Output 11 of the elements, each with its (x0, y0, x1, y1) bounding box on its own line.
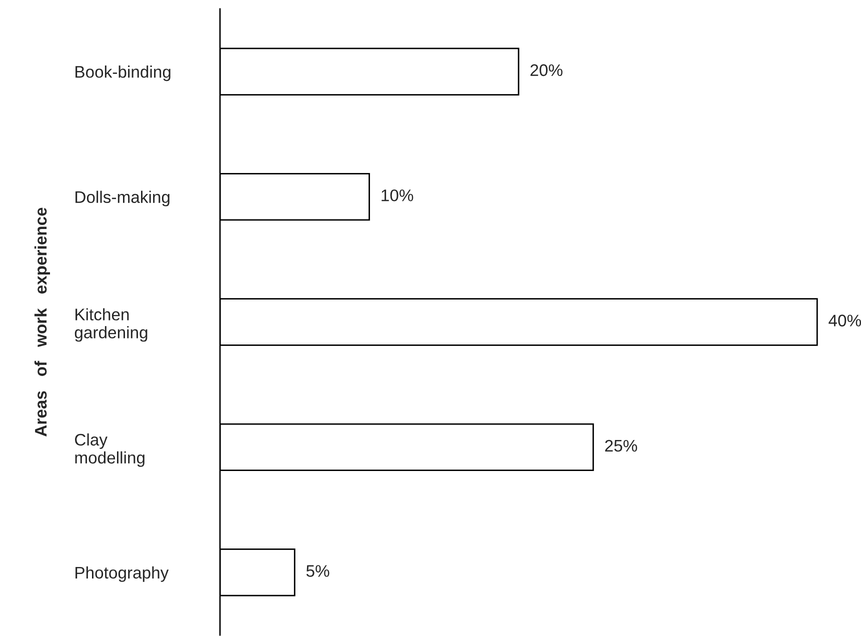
data-label: 40% (828, 314, 861, 326)
y-tick-label: Kitchen gardening (74, 308, 148, 342)
y-tick-label: Photography (76, 566, 169, 582)
y-axis-title: Areas of work experience (34, 208, 50, 436)
y-tick-label: Book-binding (76, 66, 170, 82)
data-label: 25% (605, 440, 638, 452)
y-tick-label: Dolls-making (76, 190, 170, 206)
data-label: 10% (382, 189, 414, 202)
data-label: 20% (530, 64, 562, 76)
data-label: 5% (306, 565, 330, 577)
y-tick-label: Clay modelling (75, 433, 144, 467)
